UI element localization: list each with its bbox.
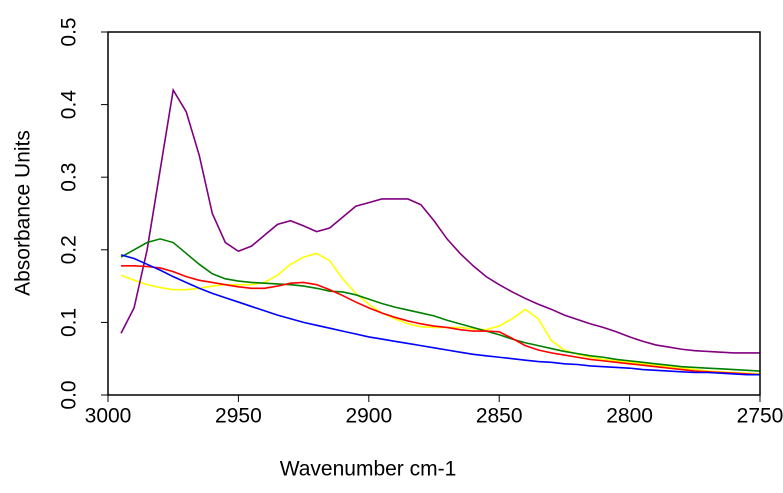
series-line	[121, 264, 761, 376]
y-tick-label: 0.1	[58, 308, 81, 337]
series-line	[120, 254, 760, 376]
series-line	[120, 252, 761, 375]
x-tick-label: 2800	[606, 405, 653, 428]
x-tick-label: 2950	[215, 405, 262, 428]
x-tick-label: 2900	[345, 405, 392, 428]
x-tick-label: 2850	[476, 405, 523, 428]
x-axis-label: Wavenumber cm-1	[280, 458, 457, 481]
series-line	[120, 238, 761, 372]
y-tick-label: 0.5	[58, 17, 81, 46]
y-tick-label: 0.4	[58, 90, 81, 120]
y-tick-label: 0.3	[58, 163, 81, 192]
plot-frame	[107, 31, 761, 396]
x-tick-label: 3000	[85, 405, 132, 428]
series-line	[120, 87, 760, 354]
x-tick-label: 2750	[737, 405, 783, 428]
y-tick-label: 0.0	[58, 380, 81, 409]
y-axis-label: Absorbance Units	[12, 130, 35, 296]
y-tick-label: 0.2	[58, 235, 81, 264]
